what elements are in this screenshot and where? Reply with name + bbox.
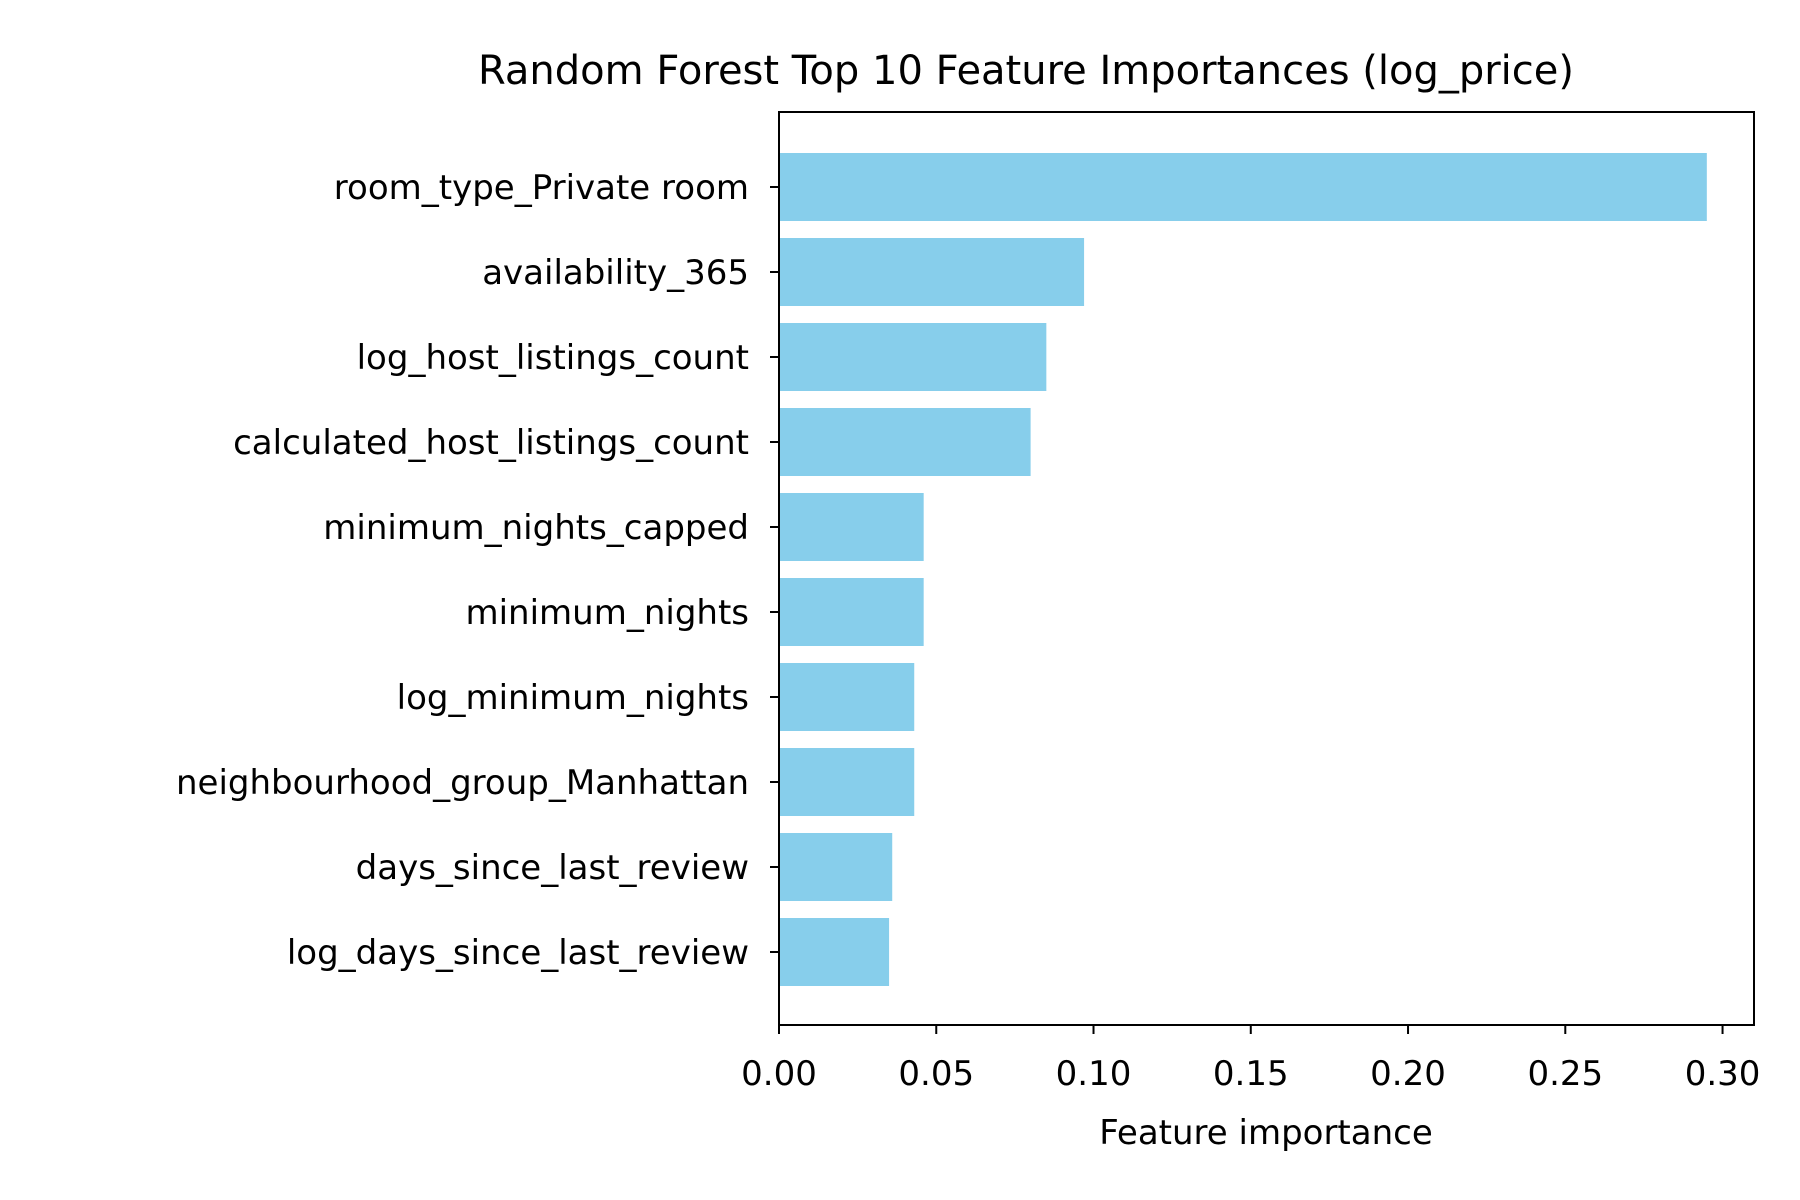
bar bbox=[779, 918, 890, 986]
x-tick-label: 0.20 bbox=[1370, 1054, 1446, 1094]
x-axis-label: Feature importance bbox=[1099, 1113, 1433, 1153]
y-tick-label: availability_365 bbox=[482, 253, 749, 293]
y-tick-label: calculated_host_listings_count bbox=[233, 423, 749, 463]
bar bbox=[779, 578, 924, 646]
bar bbox=[779, 408, 1031, 476]
y-tick-label: log_days_since_last_review bbox=[287, 933, 749, 973]
y-tick-label: minimum_nights_capped bbox=[323, 508, 749, 548]
plot-frame bbox=[778, 111, 1755, 1026]
x-tick-label: 0.30 bbox=[1685, 1054, 1761, 1094]
x-tick-label: 0.25 bbox=[1527, 1054, 1603, 1094]
y-tick-label: room_type_Private room bbox=[334, 168, 749, 208]
bar bbox=[779, 748, 915, 816]
bar bbox=[779, 493, 924, 561]
y-tick-label: log_host_listings_count bbox=[357, 338, 749, 378]
bar bbox=[779, 153, 1707, 221]
x-tick-label: 0.05 bbox=[898, 1054, 974, 1094]
bars-group bbox=[779, 153, 1707, 986]
chart-title: Random Forest Top 10 Feature Importances… bbox=[478, 48, 1574, 94]
y-tick-label: neighbourhood_group_Manhattan bbox=[176, 763, 749, 803]
y-axis-ticks: room_type_Private room availability_365lo… bbox=[176, 168, 779, 973]
y-tick-label: days_since_last_review bbox=[356, 848, 749, 888]
bar bbox=[779, 833, 893, 901]
x-tick-label: 0.10 bbox=[1056, 1054, 1132, 1094]
y-tick-label: log_minimum_nights bbox=[397, 678, 749, 718]
bar bbox=[779, 663, 915, 731]
x-tick-label: 0.00 bbox=[741, 1054, 817, 1094]
bar bbox=[779, 238, 1085, 306]
x-tick-label: 0.15 bbox=[1213, 1054, 1289, 1094]
y-tick-label: minimum_nights bbox=[465, 593, 749, 633]
bar bbox=[779, 323, 1047, 391]
x-axis-ticks: 0.00 0.05 0.10 0.15 0.20 0.25 0.30 bbox=[741, 1025, 1760, 1094]
